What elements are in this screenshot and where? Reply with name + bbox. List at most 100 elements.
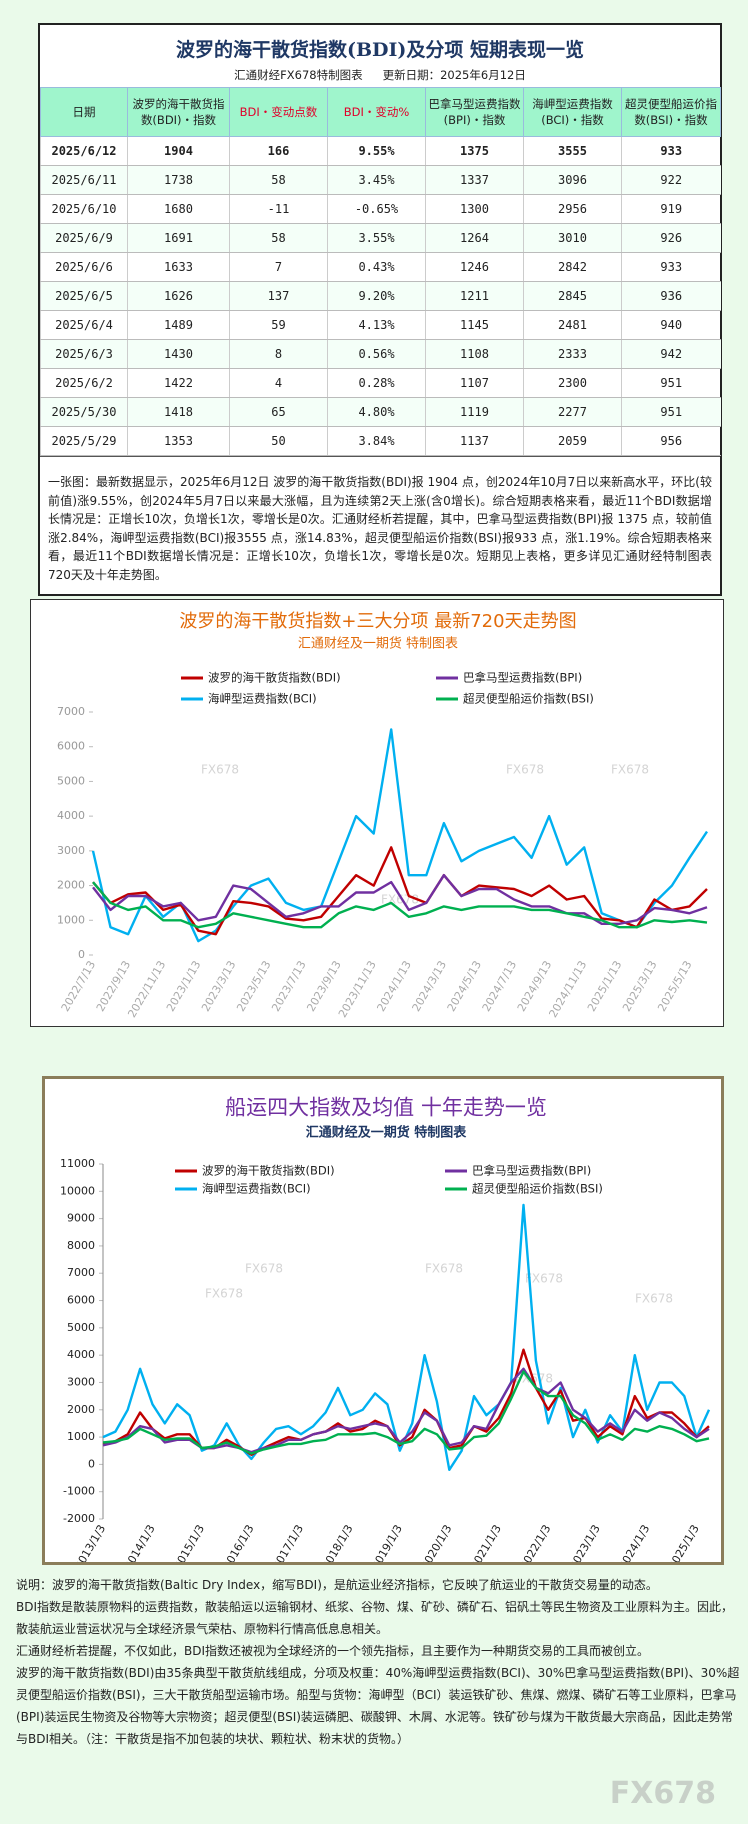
table-cell: 9.55% xyxy=(327,136,426,166)
y-tick-label: 1000 xyxy=(57,913,85,926)
chart-720-day: 波罗的海干散货指数+三大分项 最新720天走势图 汇通财经及一期货 特制图表 F… xyxy=(30,599,724,1027)
table-cell: 2845 xyxy=(523,281,622,311)
table-cell: 2025/5/30 xyxy=(40,397,128,427)
table-cell: 3555 xyxy=(523,136,622,166)
y-tick-label: 9000 xyxy=(67,1212,95,1225)
watermark: FX678 xyxy=(201,763,239,777)
table-cell: 3.55% xyxy=(327,223,426,253)
x-tick-label: 2023/9/13 xyxy=(304,959,343,1014)
x-tick-label: 2016/1/3 xyxy=(221,1523,257,1566)
table-cell: 1264 xyxy=(425,223,524,253)
table-cell: 942 xyxy=(621,339,721,369)
table-cell: 2025/6/12 xyxy=(40,136,128,166)
watermark: FX678 xyxy=(635,1292,673,1306)
x-tick-label: 2023/11/13 xyxy=(336,959,379,1020)
x-tick-label: 2022/1/3 xyxy=(517,1523,553,1566)
x-tick-label: 2023/1/13 xyxy=(164,959,203,1014)
table-cell: 3.45% xyxy=(327,165,426,195)
header-cell: 巴拿马型运费指数(BPI)・指数 xyxy=(425,87,524,137)
series-line xyxy=(91,728,708,943)
table-cell: 933 xyxy=(621,252,721,282)
header-cell: 海岬型运费指数(BCI)・指数 xyxy=(523,87,622,137)
table-cell: 8 xyxy=(229,339,328,369)
table-cell: 1145 xyxy=(425,310,524,340)
legend-label: 海岬型运费指数(BCI) xyxy=(208,692,317,706)
table-cell: -11 xyxy=(229,194,328,224)
table-panel: 波罗的海干散货指数(BDI)及分项 短期表现一览 汇通财经FX678特制图表 更新… xyxy=(38,23,722,596)
legend-label: 超灵便型船运价指数(BSI) xyxy=(472,1182,603,1196)
x-tick-label: 2024/5/13 xyxy=(445,959,484,1014)
x-tick-label: 2021/1/3 xyxy=(468,1523,504,1566)
series-line xyxy=(92,881,708,929)
chart-subtitle: 汇通财经及一期货 特制图表 xyxy=(298,636,458,652)
notes: 说明：波罗的海干散货指数(Baltic Dry Index，缩写BDI)，是航运… xyxy=(16,1574,744,1750)
table-cell: 1353 xyxy=(127,426,230,456)
y-tick-label: 8000 xyxy=(67,1239,95,1252)
table-cell: 1626 xyxy=(127,281,230,311)
table-cell: 2025/6/4 xyxy=(40,310,128,340)
watermark: FX678 xyxy=(506,763,544,777)
table-row: 2025/6/11 1738 58 3.45% 1337 3096 922 xyxy=(40,165,721,195)
y-tick-label: 7000 xyxy=(67,1266,95,1279)
note: BDI指数是散装原物料的运费指数，散装船运以运输钢材、纸浆、谷物、煤、矿砂、磷矿… xyxy=(16,1600,734,1636)
table-cell: 3010 xyxy=(523,223,622,253)
table-row: 2025/6/3 1430 8 0.56% 1108 2333 942 xyxy=(40,339,721,369)
table-cell: -0.65% xyxy=(327,194,426,224)
x-tick-label: 2025/5/13 xyxy=(655,959,694,1014)
table-subtitle: 汇通财经FX678特制图表 xyxy=(234,68,363,82)
y-tick-label: 11000 xyxy=(60,1157,95,1170)
table-cell: 2333 xyxy=(523,339,622,369)
x-tick-label: 2017/1/3 xyxy=(270,1523,306,1566)
table-subtitle-row: 汇通财经FX678特制图表 更新日期：2025年6月12日 xyxy=(40,67,720,87)
series-line xyxy=(92,874,708,925)
y-tick-label: -1000 xyxy=(63,1485,95,1498)
chart-title: 船运四大指数及均值 十年走势一览 xyxy=(225,1096,547,1120)
y-tick-label: 3000 xyxy=(57,844,85,857)
table-cell: 1246 xyxy=(425,252,524,282)
table-cell: 58 xyxy=(229,223,328,253)
table-cell: 1107 xyxy=(425,368,524,398)
x-tick-label: 2022/7/13 xyxy=(59,959,98,1014)
table-cell: 1738 xyxy=(127,165,230,195)
table-cell: 2025/6/11 xyxy=(40,165,128,195)
table-cell: 2025/6/5 xyxy=(40,281,128,311)
table-cell: 1680 xyxy=(127,194,230,224)
y-tick-label: 3000 xyxy=(67,1375,95,1388)
header-cell: 日期 xyxy=(40,87,128,137)
table-cell: 2842 xyxy=(523,252,622,282)
x-tick-label: 2023/1/3 xyxy=(567,1523,603,1566)
x-tick-label: 2014/1/3 xyxy=(122,1523,158,1566)
watermark: FX678 xyxy=(611,763,649,777)
y-tick-label: 7000 xyxy=(57,705,85,718)
y-tick-label: 2000 xyxy=(67,1403,95,1416)
legend-label: 海岬型运费指数(BCI) xyxy=(202,1182,311,1196)
x-tick-label: 2024/11/13 xyxy=(546,959,589,1020)
table-cell: 2300 xyxy=(523,368,622,398)
table-cell: 1691 xyxy=(127,223,230,253)
y-tick-label: 1000 xyxy=(67,1430,95,1443)
table-cell: 936 xyxy=(621,281,721,311)
watermark: FX678 xyxy=(205,1287,243,1301)
y-tick-label: 6000 xyxy=(67,1294,95,1307)
table-row: 2025/6/10 1680 -11 -0.65% 1300 2956 919 xyxy=(40,194,721,224)
table-cell: 59 xyxy=(229,310,328,340)
x-tick-label: 2022/11/13 xyxy=(125,959,168,1020)
table-cell: 1300 xyxy=(425,194,524,224)
table-cell: 1337 xyxy=(425,165,524,195)
table-cell: 0.28% xyxy=(327,368,426,398)
table-cell: 940 xyxy=(621,310,721,340)
x-tick-label: 2023/7/13 xyxy=(269,959,308,1014)
data-table: 日期 波罗的海干散货指数(BDI)・指数 BDI・变动点数 BDI・变动% 巴拿马型运费… xyxy=(40,87,721,456)
y-tick-label: 0 xyxy=(78,948,85,961)
watermark: FX678 xyxy=(425,1262,463,1276)
table-cell: 2025/6/6 xyxy=(40,252,128,282)
table-cell: 1422 xyxy=(127,368,230,398)
table-cell: 0.56% xyxy=(327,339,426,369)
table-row: 2025/5/30 1418 65 4.80% 1119 2277 951 xyxy=(40,397,721,427)
table-cell: 919 xyxy=(621,194,721,224)
watermark: FX678 xyxy=(245,1262,283,1276)
table-cell: 3.84% xyxy=(327,426,426,456)
table-cell: 4.13% xyxy=(327,310,426,340)
watermark: FX678 xyxy=(525,1272,563,1286)
